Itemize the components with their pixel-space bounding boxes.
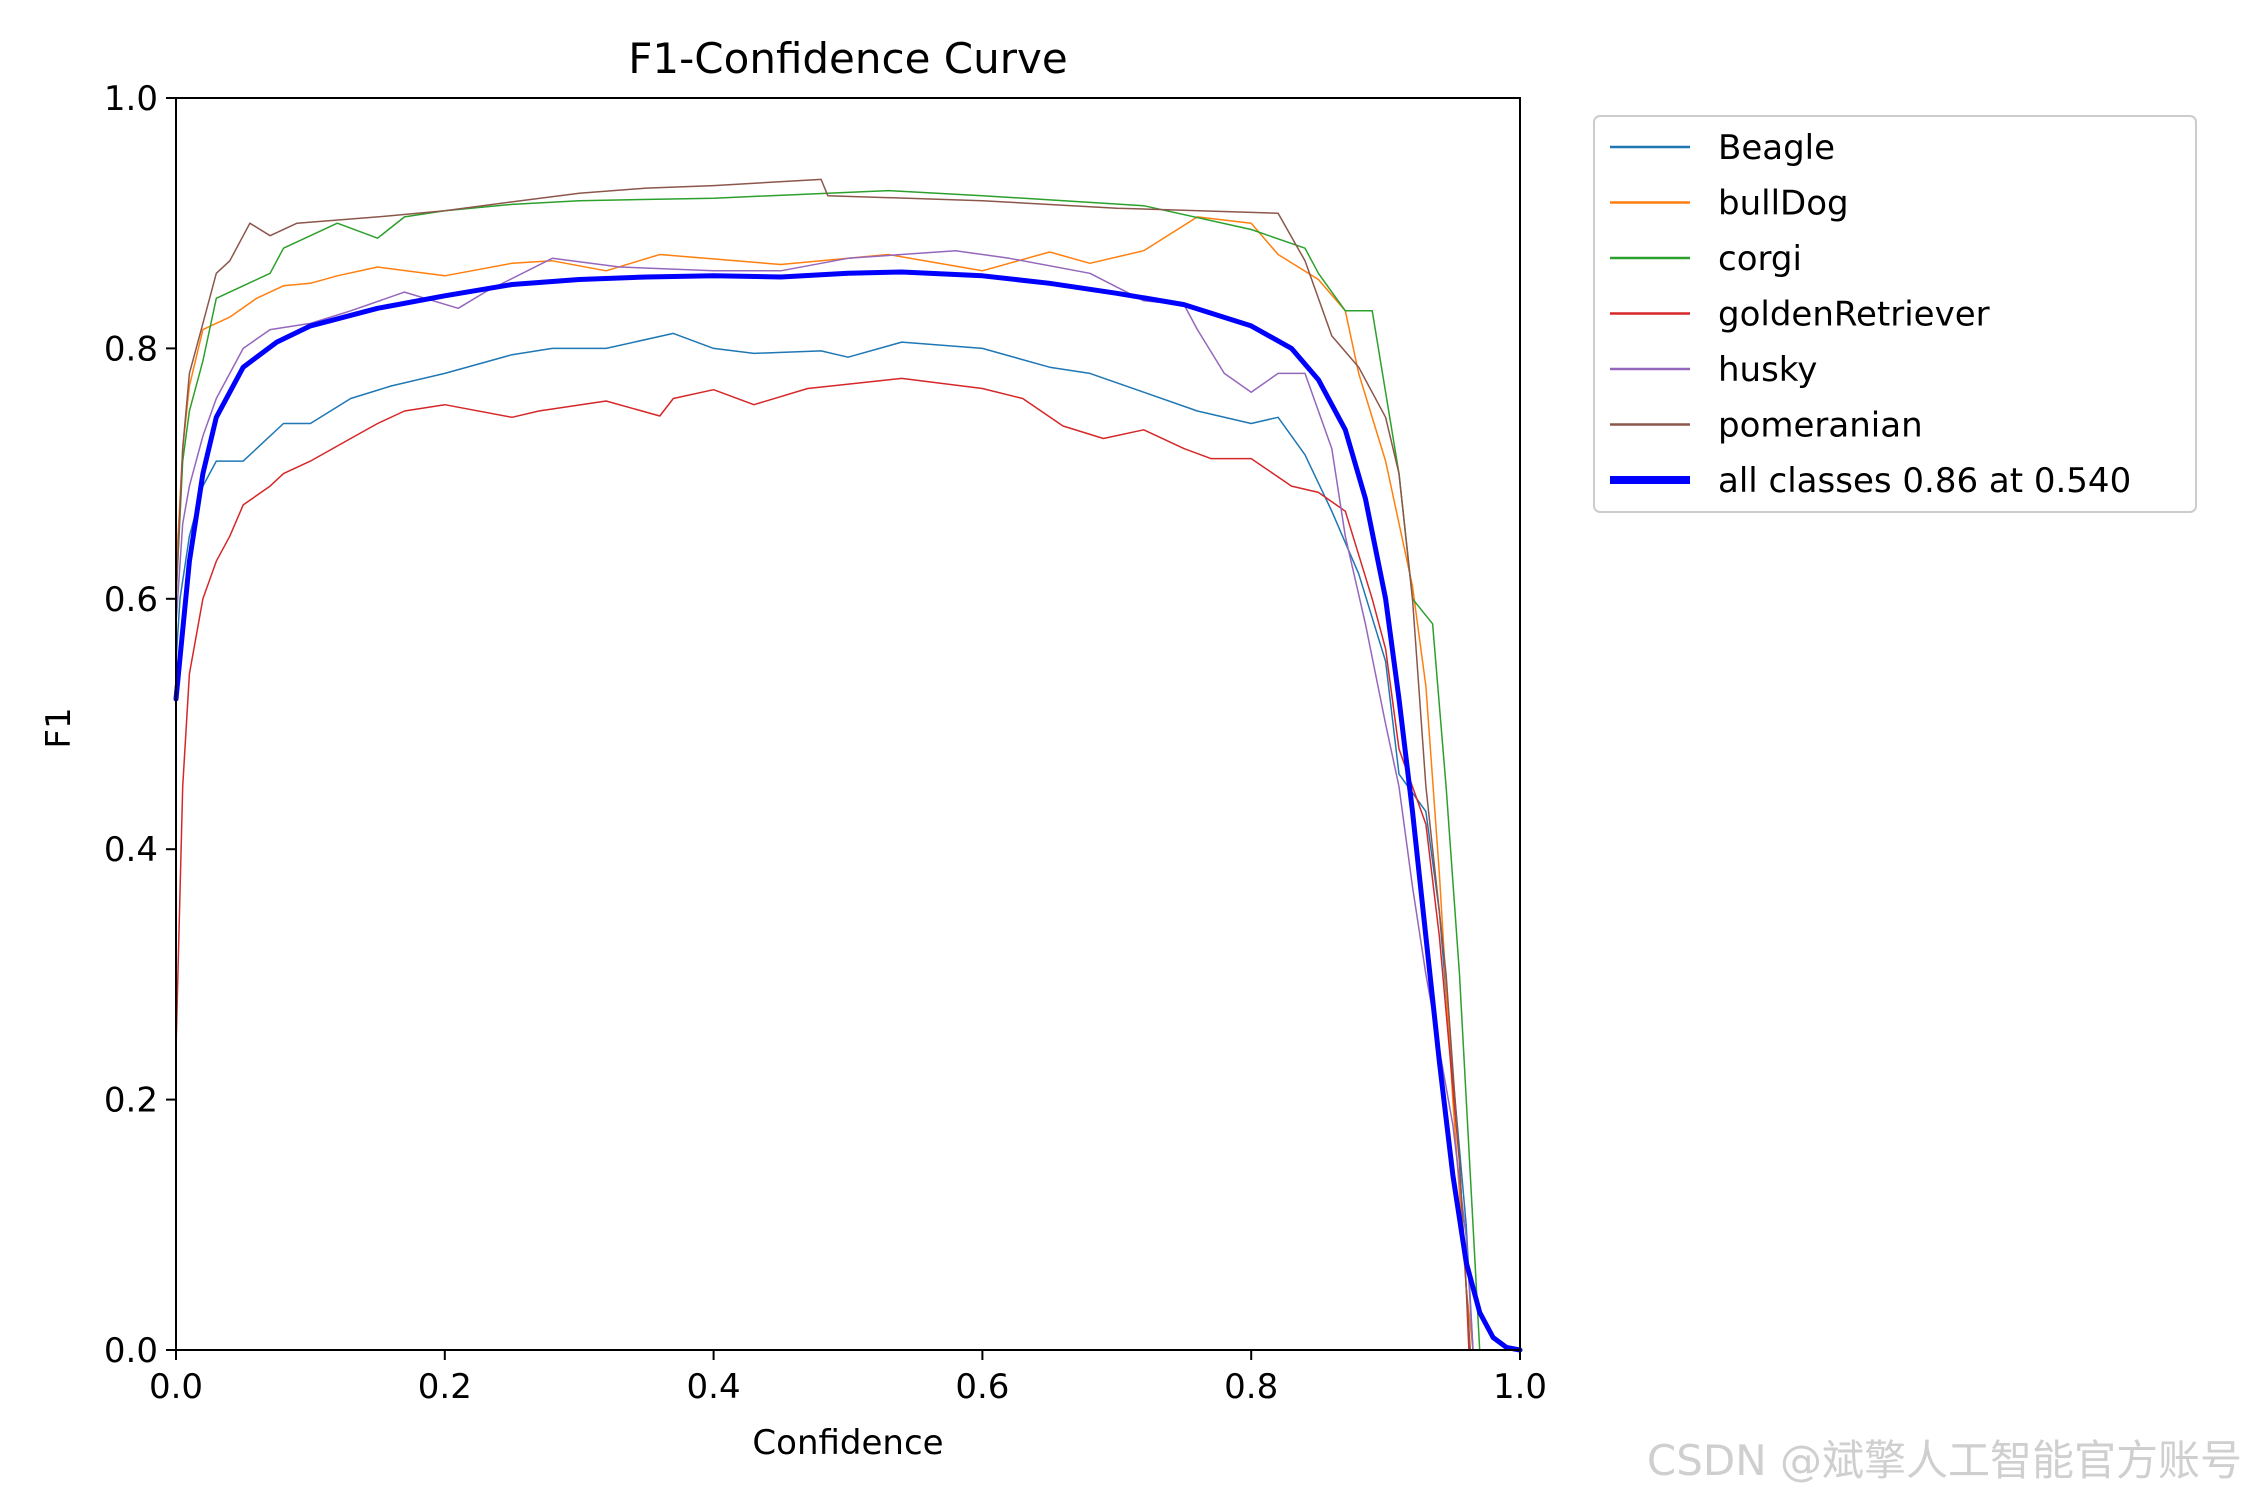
plot-frame [175, 97, 1521, 1351]
legend-label-6: all classes 0.86 at 0.540 [1718, 461, 2131, 501]
x-tick-label-3: 0.6 [955, 1367, 1009, 1407]
x-axis-label: Confidence [752, 1423, 943, 1463]
series-line-1 [175, 216, 1474, 1351]
axes-layer: 0.0 0.2 0.4 0.6 0.8 1.0 0.0 0.2 0.4 0.6 0.8 1.0 [104, 79, 1547, 1407]
x-tick-label-2: 0.4 [687, 1367, 741, 1407]
chart-title: F1-Confidence Curve [628, 34, 1067, 83]
y-tick-label-3: 0.6 [104, 580, 158, 620]
series-line-3 [175, 377, 1470, 1351]
y-axis-label: F1 [39, 707, 79, 748]
series-line-0 [175, 332, 1474, 1351]
legend-label-5: pomeranian [1718, 406, 1923, 446]
y-tick-label-0: 0.0 [104, 1331, 158, 1371]
legend-label-2: corgi [1718, 239, 1802, 279]
x-tick-label-4: 0.8 [1224, 1367, 1278, 1407]
y-tick-label-4: 0.8 [104, 329, 158, 369]
y-tick-label-2: 0.4 [104, 830, 158, 870]
series-line-4 [175, 249, 1474, 1351]
legend-label-1: bullDog [1718, 184, 1849, 224]
legend: Beagle bullDog corgi goldenRetriever husky po… [1593, 115, 2197, 513]
series-line-5 [175, 178, 1472, 1351]
x-tick-label-0: 0.0 [149, 1367, 203, 1407]
y-tick-label-5: 1.0 [104, 79, 158, 119]
x-tick-label-5: 1.0 [1493, 1367, 1547, 1407]
watermark-text: CSDN @斌擎人工智能官方账号 [1646, 1436, 2242, 1485]
series-line-2 [175, 189, 1481, 1351]
legend-box [1593, 115, 2197, 513]
legend-label-0: Beagle [1718, 128, 1835, 168]
legend-label-3: goldenRetriever [1718, 295, 1990, 335]
y-tick-label-1: 0.2 [104, 1081, 158, 1121]
series-line-6 [173, 269, 1523, 1353]
legend-label-4: husky [1718, 350, 1817, 390]
x-tick-label-1: 0.2 [418, 1367, 472, 1407]
series-layer [173, 178, 1523, 1353]
